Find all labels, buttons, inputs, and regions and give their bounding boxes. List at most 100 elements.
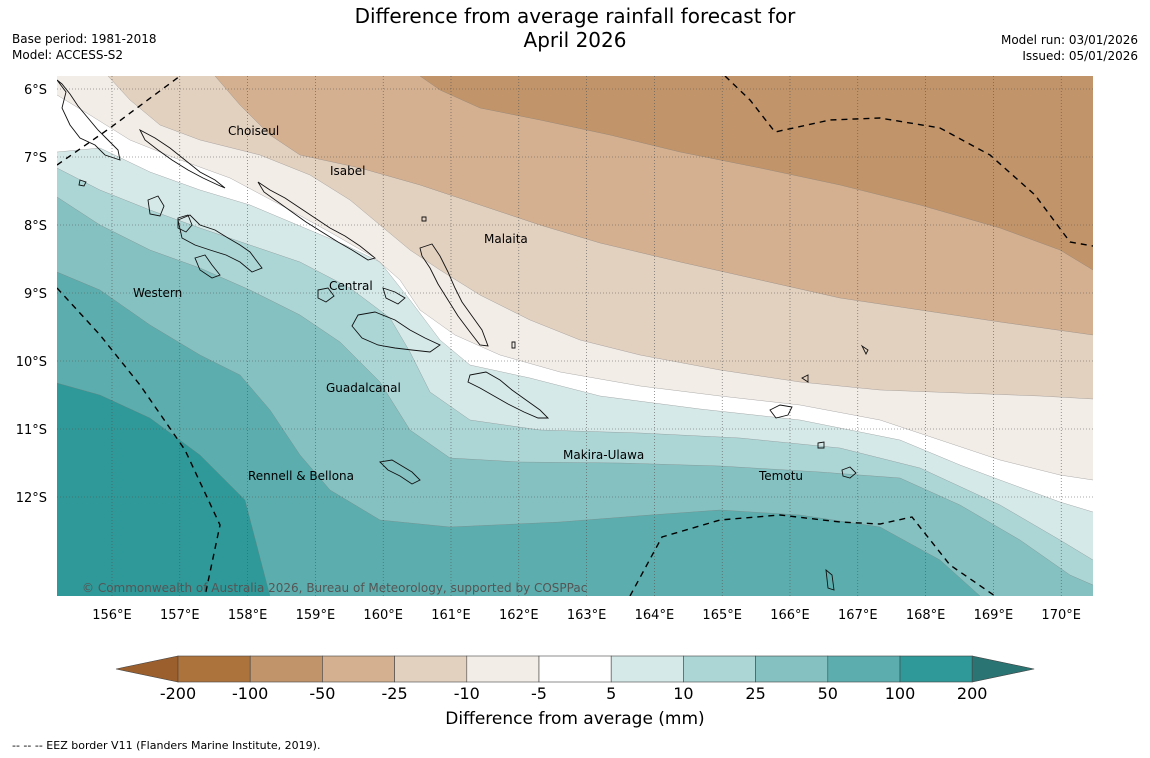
island-bougainville <box>57 79 121 161</box>
lat-label: 8°S <box>24 219 47 234</box>
lon-label: 163°E <box>567 608 607 623</box>
lon-label: 162°E <box>499 608 539 623</box>
lat-label: 11°S <box>16 423 47 438</box>
place-malaita: Malaita <box>484 232 528 246</box>
legend-tick-label: -100 <box>232 684 268 700</box>
legend-tick-label: 25 <box>745 684 765 700</box>
lon-label: 168°E <box>906 608 946 623</box>
lon-label: 161°E <box>431 608 471 623</box>
legend-tick-label: 5 <box>606 684 616 700</box>
island-rennell <box>379 459 421 485</box>
lon-label: 170°E <box>1041 608 1081 623</box>
legend-swatch <box>683 655 756 683</box>
island-duff <box>817 441 825 449</box>
island-small-2 <box>78 179 87 187</box>
lat-label: 6°S <box>24 83 47 98</box>
lon-label: 159°E <box>296 608 336 623</box>
island-ontong <box>421 216 427 222</box>
model-run-text: Model run: 03/01/2026 <box>1000 33 1138 47</box>
lon-label: 156°E <box>92 608 132 623</box>
island-outlines <box>57 79 869 591</box>
island-makira <box>467 371 550 419</box>
copyright-text: © Commonwealth of Australia 2026, Bureau… <box>82 581 587 595</box>
legend-swatch <box>827 655 901 683</box>
island-rendova <box>194 254 221 279</box>
lat-label: 10°S <box>16 355 47 370</box>
lon-label: 166°E <box>770 608 810 623</box>
model-text: Model: ACCESS-S2 <box>12 48 124 62</box>
lon-label: 169°E <box>974 608 1014 623</box>
contour-lines <box>57 76 1093 596</box>
title-line-2: April 2026 <box>523 28 627 52</box>
colour-legend: -200 -100 -50 -25 -10 -5 5 10 25 50 100 200 <box>115 655 1035 700</box>
legend-arrow-right <box>971 655 1035 683</box>
eez-border-northeast <box>724 76 1093 247</box>
island-malaita <box>419 243 489 347</box>
legend-tick-label: -5 <box>531 684 547 700</box>
place-rennell-bellona: Rennell & Bellona <box>248 469 354 483</box>
legend-tick-label: -25 <box>382 684 408 700</box>
legend-swatch <box>538 655 612 683</box>
map-title: Difference from average rainfall forecas… <box>0 4 1150 52</box>
legend-tick-label: -50 <box>309 684 335 700</box>
place-makira-ulawa: Makira-Ulawa <box>563 448 644 462</box>
lon-label: 165°E <box>702 608 742 623</box>
island-florida <box>382 287 406 305</box>
eez-footnote: -- -- -- EEZ border V11 (Flanders Marine… <box>12 739 321 752</box>
meta-left: Base period: 1981-2018 Model: ACCESS-S2 <box>12 31 157 63</box>
lon-label: 167°E <box>838 608 878 623</box>
longitude-labels: 156°E 157°E 158°E 159°E 160°E 161°E 162°E 163°E… <box>92 608 1081 623</box>
eez-border-west <box>57 287 221 596</box>
legend-ticks: -200 -100 -50 -25 -10 -5 5 10 25 50 100 200 <box>160 684 988 700</box>
legend-tick-label: -200 <box>160 684 196 700</box>
map-area: Choiseul Isabel Malaita Western Central … <box>57 76 1093 596</box>
legend-arrow-left <box>115 655 179 683</box>
legend-swatch <box>177 655 251 683</box>
place-choiseul: Choiseul <box>228 124 279 138</box>
island-reef <box>801 374 809 383</box>
legend-swatch <box>755 655 829 683</box>
island-tikopia <box>825 568 835 591</box>
island-choiseul <box>138 128 226 189</box>
island-santa-cruz <box>769 404 793 419</box>
province-labels: Choiseul Isabel Malaita Western Central … <box>133 124 803 483</box>
lat-label: 7°S <box>24 151 47 166</box>
island-isabel <box>257 181 376 261</box>
island-vella-lavella <box>147 195 165 217</box>
lat-label: 9°S <box>24 287 47 302</box>
place-central: Central <box>329 279 373 293</box>
island-sikaiana <box>511 341 516 349</box>
island-guadalcanal <box>351 311 441 353</box>
island-vanikoro <box>841 466 857 479</box>
meta-right: Model run: 03/01/2026 Issued: 05/01/2026 <box>1001 32 1138 64</box>
legend-tick-label: 10 <box>673 684 693 700</box>
legend-swatch <box>394 655 468 683</box>
title-line-1: Difference from average rainfall forecas… <box>354 4 796 28</box>
legend-swatch <box>466 655 540 683</box>
legend-tick-label: 200 <box>957 684 988 700</box>
island-kolombangara <box>177 214 193 233</box>
lon-label: 164°E <box>635 608 675 623</box>
lat-label: 12°S <box>16 491 47 506</box>
place-isabel: Isabel <box>330 164 365 178</box>
legend-title: Difference from average (mm) <box>445 709 705 729</box>
eez-borders <box>57 76 1093 596</box>
place-guadalcanal: Guadalcanal <box>326 381 401 395</box>
legend-tick-label: -10 <box>454 684 480 700</box>
issued-text: Issued: 05/01/2026 <box>1022 49 1138 63</box>
legend-bar <box>115 655 1035 683</box>
place-western: Western <box>133 286 182 300</box>
legend-tick-label: 50 <box>818 684 838 700</box>
legend-tick-label: 100 <box>885 684 916 700</box>
lon-label: 160°E <box>363 608 403 623</box>
place-temotu: Temotu <box>758 469 803 483</box>
island-small-1 <box>860 344 869 356</box>
legend-swatch <box>249 655 323 683</box>
rainfall-map: Choiseul Isabel Malaita Western Central … <box>16 76 1093 623</box>
band-minus100-minus50 <box>420 76 1093 270</box>
latitude-labels: 6°S 7°S 8°S 9°S 10°S 11°S 12°S <box>16 83 47 506</box>
island-russell <box>317 287 335 303</box>
island-new-georgia <box>177 214 263 273</box>
lon-label: 158°E <box>228 608 268 623</box>
eez-border-north <box>57 76 181 166</box>
